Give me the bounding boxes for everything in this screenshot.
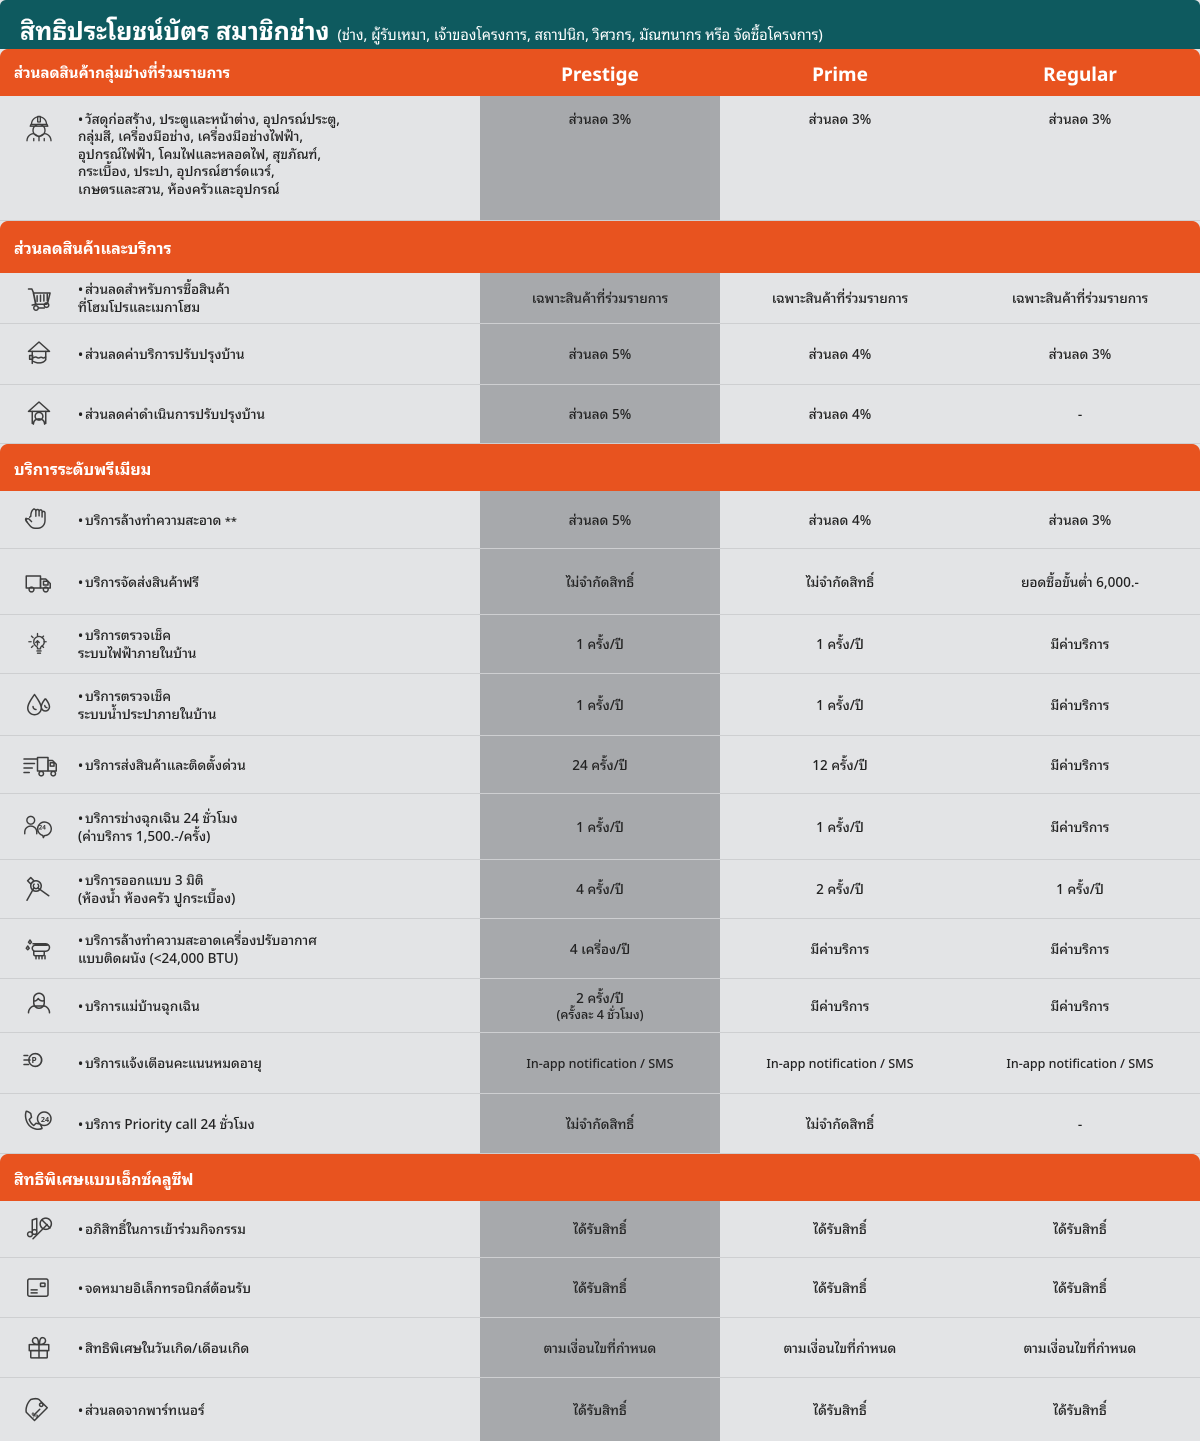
svg-text:P: P (32, 1053, 37, 1066)
svg-text:24: 24 (39, 822, 47, 832)
svg-text:24: 24 (41, 1113, 50, 1124)
svg-text:%: % (32, 1408, 39, 1420)
